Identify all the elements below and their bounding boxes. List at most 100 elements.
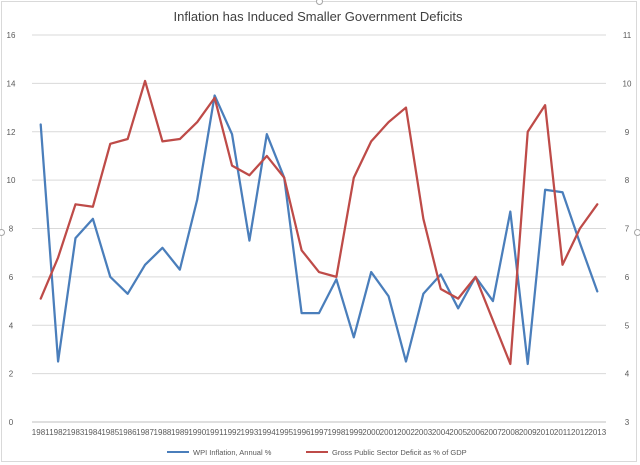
series-1-point-1988 <box>161 140 163 142</box>
series-1-point-2013 <box>596 203 598 205</box>
series-1-point-1993 <box>248 174 250 176</box>
series-0-point-2004 <box>440 273 442 275</box>
series-lines <box>39 79 599 366</box>
series-1-point-2005 <box>457 297 459 299</box>
left-tick-10: 10 <box>7 176 16 185</box>
series-0-point-2013 <box>596 290 598 292</box>
x-tick-1995: 1995 <box>275 428 293 437</box>
series-line-0 <box>39 94 599 366</box>
series-1-point-1982 <box>57 256 59 258</box>
series-0-point-2007 <box>492 300 494 302</box>
series-1-point-2012 <box>579 227 581 229</box>
series-0-point-1984 <box>92 218 94 220</box>
left-tick-6: 6 <box>9 273 14 282</box>
left-tick-8: 8 <box>9 225 14 234</box>
x-tick-1985: 1985 <box>101 428 119 437</box>
x-tick-1992: 1992 <box>223 428 241 437</box>
series-1-point-2000 <box>370 140 372 142</box>
x-tick-1987: 1987 <box>136 428 154 437</box>
series-1-point-1986 <box>126 138 128 140</box>
right-tick-10: 10 <box>623 79 632 88</box>
x-tick-2011: 2011 <box>554 428 572 437</box>
x-tick-1994: 1994 <box>258 428 276 437</box>
x-tick-2000: 2000 <box>362 428 380 437</box>
series-0-point-1981 <box>39 123 41 125</box>
series-1-point-1992 <box>231 164 233 166</box>
x-axis-ticks: 1981 1982 1983 1984 1985 1986 1987 1988 1989 1990… <box>32 428 607 437</box>
x-tick-1997: 1997 <box>310 428 328 437</box>
x-tick-1990: 1990 <box>188 428 206 437</box>
right-tick-6: 6 <box>625 273 630 282</box>
series-0-point-2001 <box>387 295 389 297</box>
x-tick-2006: 2006 <box>467 428 485 437</box>
series-0-point-2012 <box>579 242 581 244</box>
series-0-point-2003 <box>422 293 424 295</box>
left-tick-14: 14 <box>7 79 16 88</box>
series-0-point-1999 <box>353 336 355 338</box>
series-0-point-1986 <box>126 293 128 295</box>
series-0-point-1987 <box>144 264 146 266</box>
x-tick-1998: 1998 <box>327 428 345 437</box>
x-tick-2013: 2013 <box>588 428 606 437</box>
series-1-point-2006 <box>474 276 476 278</box>
series-1-point-1984 <box>92 206 94 208</box>
resize-handle-right[interactable] <box>634 229 640 236</box>
series-0-point-1996 <box>300 312 302 314</box>
right-tick-4: 4 <box>625 370 630 379</box>
series-1-point-1991 <box>213 97 215 99</box>
series-0-point-1993 <box>248 239 250 241</box>
series-1-point-1998 <box>335 276 337 278</box>
series-1-point-1996 <box>300 249 302 251</box>
series-0-point-2011 <box>561 191 563 193</box>
legend-label-wpi: WPI Inflation, Annual % <box>193 448 272 457</box>
resize-handle-left[interactable] <box>0 229 5 236</box>
right-tick-8: 8 <box>625 176 630 185</box>
series-0-point-2000 <box>370 271 372 273</box>
x-tick-1996: 1996 <box>293 428 311 437</box>
series-1-point-1995 <box>283 177 285 179</box>
x-tick-1983: 1983 <box>67 428 85 437</box>
x-tick-2001: 2001 <box>380 428 398 437</box>
left-tick-16: 16 <box>7 31 16 40</box>
x-tick-1986: 1986 <box>119 428 137 437</box>
left-tick-0: 0 <box>9 418 14 427</box>
series-1-point-1994 <box>266 155 268 157</box>
series-0-point-1985 <box>109 276 111 278</box>
series-1-point-2010 <box>544 104 546 106</box>
chart-title: Inflation has Induced Smaller Government… <box>173 9 463 24</box>
series-0-point-2009 <box>527 363 529 365</box>
series-1-point-1985 <box>109 143 111 145</box>
series-0-point-1991 <box>213 94 215 96</box>
x-tick-2002: 2002 <box>397 428 415 437</box>
series-0-point-1989 <box>179 268 181 270</box>
series-1-point-2002 <box>405 106 407 108</box>
left-tick-12: 12 <box>7 128 16 137</box>
resize-handle-top[interactable] <box>316 0 323 5</box>
series-0-point-1990 <box>196 198 198 200</box>
series-1-point-2007 <box>492 319 494 321</box>
x-tick-2008: 2008 <box>501 428 519 437</box>
x-tick-2007: 2007 <box>484 428 502 437</box>
left-tick-2: 2 <box>9 370 14 379</box>
series-0-point-2008 <box>509 210 511 212</box>
x-tick-1984: 1984 <box>84 428 102 437</box>
series-1-point-1990 <box>196 121 198 123</box>
series-1-point-2009 <box>527 131 529 133</box>
right-tick-3: 3 <box>625 418 630 427</box>
x-tick-1993: 1993 <box>241 428 259 437</box>
series-1-point-1983 <box>74 203 76 205</box>
right-tick-11: 11 <box>623 31 632 40</box>
series-0-point-1988 <box>161 247 163 249</box>
series-1-point-1997 <box>318 271 320 273</box>
series-0-point-2002 <box>405 360 407 362</box>
left-tick-4: 4 <box>9 321 14 330</box>
series-0-point-1982 <box>57 360 59 362</box>
right-tick-7: 7 <box>625 225 630 234</box>
x-tick-1982: 1982 <box>49 428 67 437</box>
x-tick-2004: 2004 <box>432 428 450 437</box>
x-tick-2010: 2010 <box>536 428 554 437</box>
series-0-point-2010 <box>544 189 546 191</box>
series-1-point-1987 <box>144 80 146 82</box>
series-0-point-1994 <box>266 133 268 135</box>
